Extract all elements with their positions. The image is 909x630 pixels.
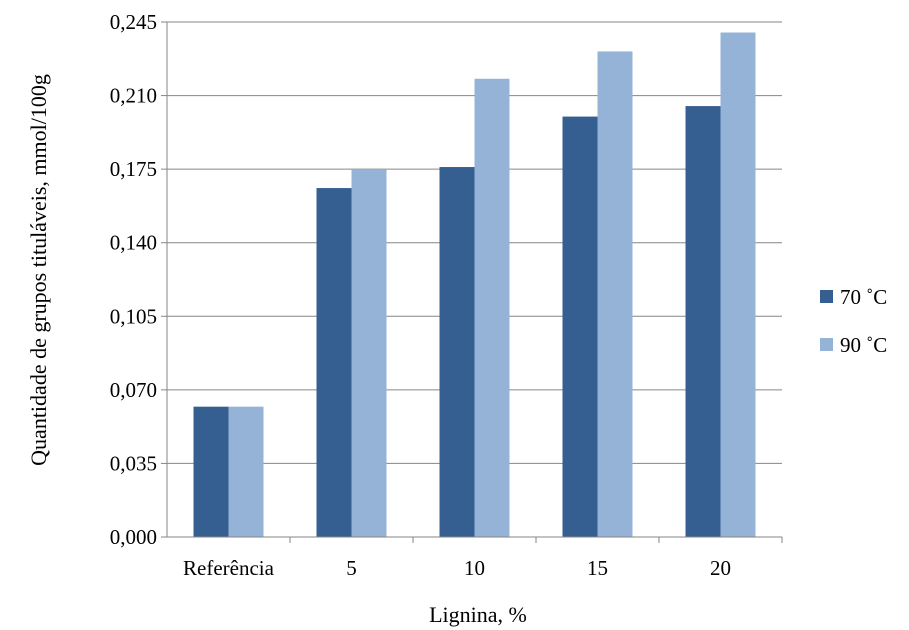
legend-label: 70 ˚C <box>840 285 887 309</box>
y-tick-label: 0,000 <box>110 525 157 549</box>
legend-swatch <box>820 338 833 351</box>
legend: 70 ˚C 90 ˚C <box>820 285 887 357</box>
x-tick-label: 15 <box>587 556 608 580</box>
x-tick-label: 10 <box>464 556 485 580</box>
x-tick-labels: Referência 5 10 15 20 <box>183 556 731 580</box>
x-tick-label: 5 <box>346 556 357 580</box>
y-tick-label: 0,070 <box>110 378 157 402</box>
y-tick-label: 0,140 <box>110 231 157 255</box>
bar-series2 <box>351 169 387 537</box>
bar-series1 <box>193 406 229 537</box>
y-axis-title: Quantidade de grupos tituláveis, mmol/10… <box>26 74 51 466</box>
y-tick-label: 0,210 <box>110 84 157 108</box>
y-tick-label: 0,035 <box>110 451 157 475</box>
y-tick-label: 0,105 <box>110 304 157 328</box>
legend-label: 90 ˚C <box>840 333 887 357</box>
bar-series1 <box>562 116 598 538</box>
y-tick-label: 0,175 <box>110 157 157 181</box>
bar-series2 <box>474 78 510 538</box>
bar-series1 <box>685 106 721 537</box>
axes <box>161 21 783 543</box>
x-tick-label: 20 <box>710 556 731 580</box>
bars <box>193 32 756 538</box>
y-tick-labels: 0,000 0,035 0,070 0,105 0,140 0,175 0,210 0,245 <box>110 10 157 549</box>
bar-series2 <box>720 32 756 538</box>
bar-series1 <box>316 188 352 537</box>
x-tick-label: Referência <box>183 556 275 580</box>
bar-series2 <box>597 51 633 538</box>
legend-swatch <box>820 290 833 303</box>
x-axis-title: Lignina, % <box>429 602 527 627</box>
y-tick-label: 0,245 <box>110 10 157 34</box>
bar-series2 <box>228 406 264 537</box>
bar-series1 <box>439 167 475 537</box>
